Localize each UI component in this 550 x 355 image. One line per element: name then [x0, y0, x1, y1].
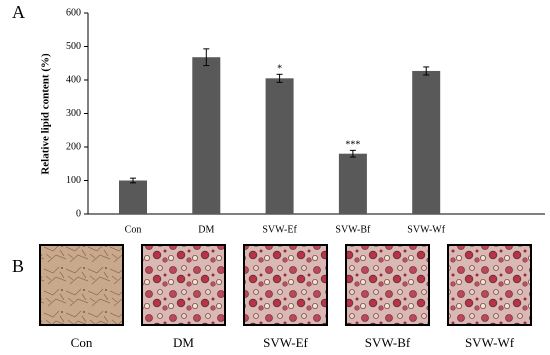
- micrograph: [141, 244, 226, 326]
- bar: [338, 153, 367, 214]
- micrograph: [243, 244, 328, 326]
- y-axis-label: Relative lipid content (%): [40, 53, 52, 175]
- x-tick-label: SVW-Wf: [407, 224, 445, 235]
- x-tick-label: SVW-Bf: [335, 224, 371, 235]
- x-tick-label: DM: [198, 224, 214, 235]
- micrograph-caption: SVW-Bf: [365, 335, 411, 350]
- y-tick-label: 100: [66, 175, 81, 186]
- micrograph: [39, 244, 124, 326]
- panel-label: A: [12, 2, 25, 22]
- bar: [119, 180, 147, 214]
- x-tick-label: SVW-Ef: [262, 224, 297, 235]
- bar: [265, 78, 294, 214]
- significance-mark: ***: [345, 140, 360, 151]
- bar: [412, 70, 441, 214]
- micrograph: [345, 244, 430, 326]
- bar: [192, 57, 221, 214]
- y-tick-label: 500: [66, 41, 81, 52]
- y-tick-label: 400: [66, 74, 81, 85]
- micrograph: [447, 244, 532, 326]
- significance-mark: *: [277, 64, 282, 75]
- panel-label: B: [12, 256, 24, 276]
- y-tick-label: 600: [66, 7, 81, 18]
- x-tick-label: Con: [125, 224, 142, 235]
- micrograph-caption: SVW-Wf: [465, 335, 515, 350]
- micrograph-caption: SVW-Ef: [263, 335, 308, 350]
- micrograph-caption: Con: [71, 335, 93, 350]
- y-tick-label: 300: [66, 108, 81, 119]
- micrograph-caption: DM: [173, 335, 194, 350]
- y-tick-label: 200: [66, 141, 81, 152]
- micrographs: Con DM SVW-Ef SVW-Bf SVW-Wf: [39, 244, 532, 350]
- y-tick-label: 0: [76, 208, 81, 219]
